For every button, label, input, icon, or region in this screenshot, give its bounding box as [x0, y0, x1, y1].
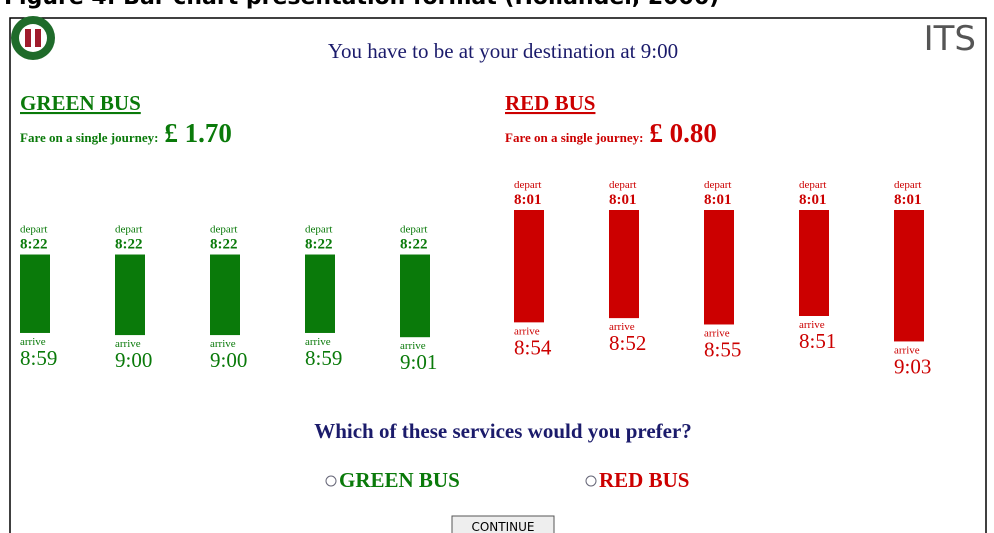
arrive-time: 9:00 [210, 348, 247, 372]
journey-bar [609, 210, 639, 319]
depart-time: 8:22 [305, 237, 333, 253]
fare-label: Fare on a single journey: [505, 130, 643, 145]
depart-label: depart [20, 224, 47, 236]
fare-line: Fare on a single journey: £ 0.80 [505, 118, 717, 148]
arrive-time: 9:00 [115, 348, 152, 372]
its-logo: ITS [924, 19, 976, 59]
depart-label: depart [609, 179, 636, 191]
depart-label: depart [210, 224, 237, 236]
radio-option[interactable]: GREEN BUS [325, 468, 460, 492]
depart-time: 8:22 [20, 237, 48, 253]
arrive-time: 9:01 [400, 350, 437, 374]
depart-label: depart [799, 179, 826, 191]
bus-name: GREEN BUS [20, 91, 141, 115]
journey-bar [704, 210, 734, 325]
depart-time: 8:01 [609, 192, 637, 208]
journey-bar [210, 254, 240, 336]
option-label[interactable]: RED BUS [599, 468, 689, 492]
arrive-label: arrive [609, 321, 635, 333]
depart-label: depart [894, 179, 921, 191]
depart-time: 8:22 [115, 237, 143, 253]
arrive-time: 8:55 [704, 337, 741, 361]
button-box[interactable] [451, 515, 555, 533]
journey-bar [799, 210, 829, 316]
radio-button[interactable] [325, 475, 337, 487]
fare-line: Fare on a single journey: £ 1.70 [20, 118, 232, 148]
arrive-label: arrive [799, 319, 825, 331]
caption: Figure 4: Bar chart presentation format … [4, 0, 719, 10]
arrive-label: arrive [115, 338, 141, 350]
journey-bar [115, 254, 145, 336]
arrive-label: arrive [894, 344, 920, 356]
journey-bar [20, 254, 50, 333]
frame [9, 17, 987, 533]
journey-bar [305, 254, 335, 333]
fare-label: Fare on a single journey: [20, 130, 158, 145]
bus-name: RED BUS [505, 91, 595, 115]
arrive-time: 8:54 [514, 335, 552, 359]
university-logo [11, 16, 55, 60]
heading: You have to be at your destination at 9:… [328, 39, 678, 63]
radio-button[interactable] [585, 475, 597, 487]
journey-bar [514, 210, 544, 323]
arrive-time: 8:52 [609, 331, 646, 355]
depart-time: 8:01 [799, 192, 827, 208]
depart-label: depart [305, 224, 332, 236]
depart-label: depart [115, 224, 142, 236]
arrive-label: arrive [400, 340, 426, 352]
depart-time: 8:22 [400, 237, 428, 253]
question: Which of these services would you prefer… [314, 419, 692, 443]
continue-button[interactable]: CONTINUE [451, 515, 555, 533]
depart-time: 8:01 [704, 192, 732, 208]
button-label[interactable]: CONTINUE [471, 520, 534, 533]
journey-bar [400, 254, 430, 338]
depart-time: 8:01 [894, 192, 922, 208]
arrive-label: arrive [20, 336, 46, 348]
option-label[interactable]: GREEN BUS [339, 468, 460, 492]
depart-label: depart [400, 224, 427, 236]
arrive-time: 8:59 [305, 346, 342, 370]
fare-value: £ 0.80 [649, 118, 717, 148]
depart-label: depart [514, 179, 541, 191]
journey-bar [894, 210, 924, 342]
arrive-label: arrive [704, 327, 730, 339]
arrive-time: 9:03 [894, 354, 931, 378]
arrive-label: arrive [210, 338, 236, 350]
depart-label: depart [704, 179, 731, 191]
options: GREEN BUS RED BUS [325, 468, 689, 492]
arrive-time: 8:51 [799, 329, 836, 353]
arrive-time: 8:59 [20, 346, 57, 370]
depart-time: 8:22 [210, 237, 238, 253]
arrive-label: arrive [514, 325, 540, 337]
fare-value: £ 1.70 [164, 118, 232, 148]
arrive-label: arrive [305, 336, 331, 348]
radio-option[interactable]: RED BUS [585, 468, 689, 492]
depart-time: 8:01 [514, 192, 542, 208]
